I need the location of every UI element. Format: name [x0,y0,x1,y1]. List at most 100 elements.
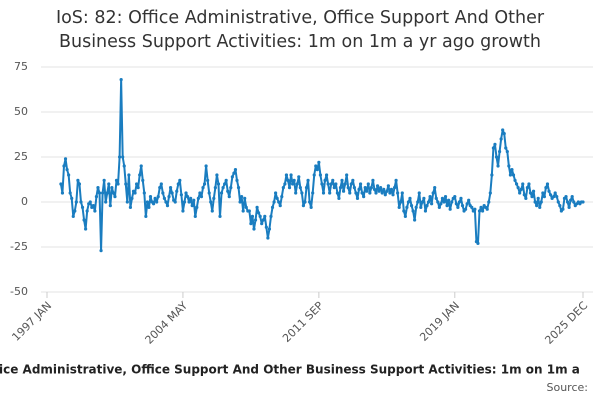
point [179,193,183,197]
point [419,205,423,209]
point [110,186,114,190]
point [467,198,471,202]
point [161,191,165,195]
point [73,209,77,213]
point [535,204,539,208]
point [94,195,99,199]
point [67,173,71,177]
point [363,186,367,190]
point [555,195,559,199]
chart-title: IoS: 82: Office Administrative, Office S… [56,8,545,28]
point [337,196,341,200]
point [74,200,78,204]
point [521,182,525,186]
point [536,196,540,200]
point [411,209,415,213]
y-tick-label: 25 [14,150,28,163]
point [236,186,241,190]
point [298,186,302,190]
point [501,128,505,132]
point [139,164,143,168]
point [377,189,381,193]
point [317,160,321,164]
point [400,191,404,195]
point [439,202,443,206]
point [323,178,327,182]
point [289,173,293,177]
point [360,191,364,195]
point [221,186,225,190]
point [385,189,389,193]
point [528,191,533,195]
point [522,193,526,197]
point [513,178,517,182]
point [144,214,148,218]
point [547,189,551,193]
point [399,200,403,204]
point [164,200,168,204]
point [178,178,182,182]
point [465,202,469,206]
point [278,204,282,208]
point [229,186,233,190]
point [247,209,251,213]
point [277,200,281,204]
point [223,182,227,186]
point [134,182,139,186]
point [147,205,151,209]
point [369,186,373,190]
point [127,173,131,177]
point [105,191,109,195]
point [365,189,369,193]
point [442,200,446,204]
point [362,195,366,199]
point [417,191,421,195]
point [207,191,211,195]
point [253,218,258,222]
point [283,182,287,186]
point [303,200,307,204]
point [312,173,316,177]
point [300,191,304,195]
point [564,195,568,199]
point [420,200,424,204]
point [249,222,253,226]
point [531,189,536,193]
point [250,214,255,218]
point [187,200,191,204]
point [518,191,522,195]
point [216,182,221,186]
point [314,164,318,168]
point [286,178,290,182]
point [572,200,576,204]
point [65,168,69,172]
point [476,241,480,245]
point [201,186,205,190]
point [233,168,238,172]
point [243,196,247,200]
point [423,209,428,213]
point [128,205,133,209]
point [382,187,386,191]
point [379,186,383,190]
point [97,191,102,195]
point [255,205,259,209]
point [60,191,65,195]
point [136,186,140,190]
point [210,209,214,213]
point [374,191,378,195]
point [168,186,173,190]
x-tick-label: 2019 JAN [417,299,462,344]
point [396,191,400,195]
point [227,195,231,199]
x-tick-label: 2025 DEC [542,299,590,347]
point [138,173,142,177]
point [389,187,394,191]
point [345,173,349,177]
point [334,182,338,186]
point [450,200,454,204]
point [383,193,387,197]
point [340,178,344,182]
point [565,200,570,204]
point [218,214,222,218]
